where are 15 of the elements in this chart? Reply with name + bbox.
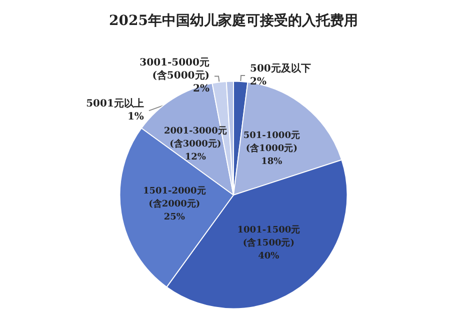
slice-label: 1001-1500元(含1500元) (237, 224, 300, 248)
slice-label: 501-1000元(含1000元) (243, 130, 300, 154)
data-label: 1% (127, 112, 144, 123)
slice-label: 5001元以上 (86, 98, 144, 110)
slice-label: 500元及以下 (250, 62, 311, 74)
slice-label: 1501-2000元(含2000元) (142, 185, 206, 210)
data-label: 2% (193, 84, 210, 95)
slice-label: 3001-5000元(含5000元) (140, 56, 210, 82)
slice-label: 2001-3000元(含3000元) (164, 125, 227, 150)
data-label: 25% (164, 212, 186, 222)
chart-title: 2025年中国幼儿家庭可接受的入托费用 (109, 12, 358, 29)
data-label: 2% (250, 76, 267, 88)
data-label: 12% (184, 152, 206, 162)
data-label: 18% (261, 156, 283, 167)
data-label: 40% (258, 251, 280, 262)
